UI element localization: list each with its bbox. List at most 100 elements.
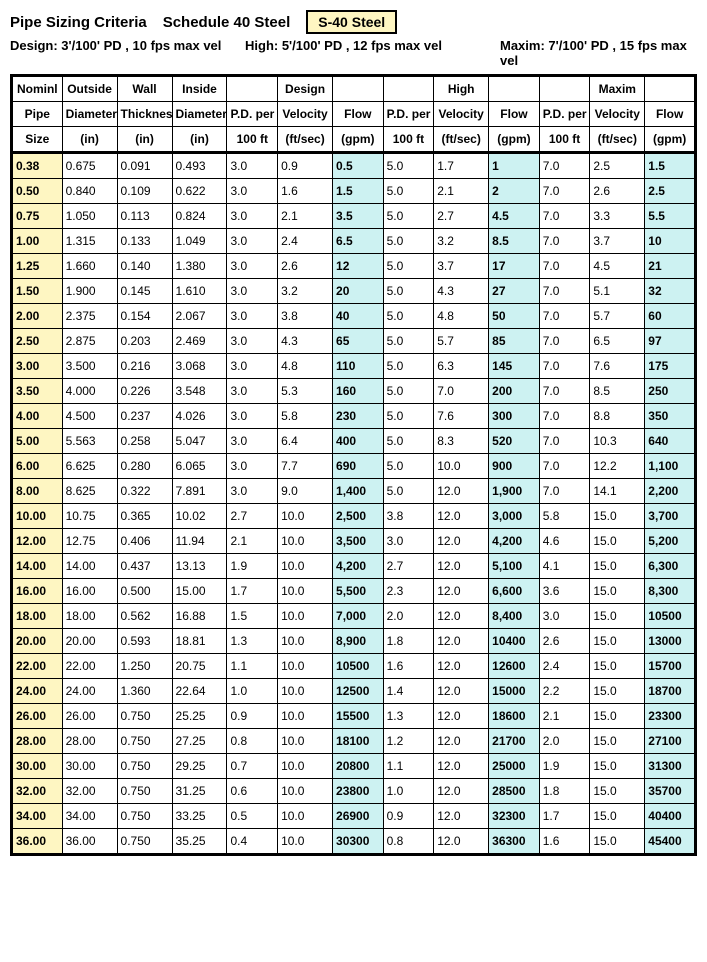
cell: 5.8 [278,404,333,429]
cell: 8.3 [434,429,489,454]
cell: 0.38 [12,153,63,179]
cell: 6,600 [489,579,540,604]
table-row: 10.0010.750.36510.022.710.02,5003.812.03… [12,504,696,529]
cell: 12.0 [434,704,489,729]
cell: 7.891 [172,479,227,504]
cell: 36.00 [62,829,117,855]
cell: 10.0 [278,729,333,754]
cell: 12.0 [434,779,489,804]
cell: 0.5 [333,153,384,179]
cell: 12.0 [434,629,489,654]
cell: 2.1 [434,179,489,204]
cell: 7.0 [539,454,590,479]
cell: 3.0 [227,479,278,504]
cell: 27.25 [172,729,227,754]
cell: 2.1 [278,204,333,229]
cell: 6.00 [12,454,63,479]
cell: 0.562 [117,604,172,629]
cell: 1.00 [12,229,63,254]
cell: 0.154 [117,304,172,329]
cell: 4.00 [12,404,63,429]
cell: 3.50 [12,379,63,404]
cell: 2.0 [383,604,434,629]
cell: 40400 [645,804,696,829]
cell: 1,100 [645,454,696,479]
cell: 32.00 [62,779,117,804]
th: Maxim [590,76,645,102]
head-row-2: PipeDiameterThicknessDiameterP.D. perVel… [12,102,696,127]
cell: 200 [489,379,540,404]
cell: 4,200 [333,554,384,579]
cell: 4.3 [278,329,333,354]
cell: 1.900 [62,279,117,304]
cell: 10.0 [278,554,333,579]
page-title: Pipe Sizing Criteria [10,14,147,31]
cell: 12.75 [62,529,117,554]
cell: 0.091 [117,153,172,179]
cell: 2.6 [278,254,333,279]
cell: 5.00 [12,429,63,454]
cell: 23300 [645,704,696,729]
cell: 7.0 [539,429,590,454]
schedule-label: Schedule 40 Steel [163,14,291,31]
cell: 15.00 [172,579,227,604]
cell: 25000 [489,754,540,779]
cell: 8.5 [590,379,645,404]
cell: 2.7 [383,554,434,579]
table-row: 5.005.5630.2585.0473.06.44005.08.35207.0… [12,429,696,454]
cell: 2.3 [383,579,434,604]
cell: 0.750 [117,729,172,754]
cell: 1.6 [383,654,434,679]
cell: 5.3 [278,379,333,404]
cell: 8.00 [12,479,63,504]
cell: 2.4 [539,654,590,679]
cell: 0.8 [383,829,434,855]
cell: 15.0 [590,554,645,579]
cell: 900 [489,454,540,479]
cell: 3.0 [227,454,278,479]
table-row: 24.0024.001.36022.641.010.0125001.412.01… [12,679,696,704]
cell: 4.500 [62,404,117,429]
cell: 10.0 [434,454,489,479]
cell: 3.0 [227,179,278,204]
cell: 20800 [333,754,384,779]
cell: 2.375 [62,304,117,329]
th: P.D. per [539,102,590,127]
cell: 18.00 [62,604,117,629]
cell: 2.6 [539,629,590,654]
cell: 15.0 [590,604,645,629]
cell: 25.25 [172,704,227,729]
cell: 4.5 [590,254,645,279]
cell: 1.8 [383,629,434,654]
cell: 1,400 [333,479,384,504]
cell: 2.0 [539,729,590,754]
cell: 640 [645,429,696,454]
cell: 1.7 [539,804,590,829]
cell: 2.1 [539,704,590,729]
table-row: 36.0036.000.75035.250.410.0303000.812.03… [12,829,696,855]
table-row: 18.0018.000.56216.881.510.07,0002.012.08… [12,604,696,629]
cell: 12.0 [434,729,489,754]
cell: 0.675 [62,153,117,179]
cell: 7.0 [539,479,590,504]
cell: 0.6 [227,779,278,804]
cell: 0.140 [117,254,172,279]
cell: 0.840 [62,179,117,204]
table-head: NominlOutsideWallInsideDesignHighMaxim P… [12,76,696,153]
cell: 0.203 [117,329,172,354]
cell: 300 [489,404,540,429]
cell: 520 [489,429,540,454]
cell: 50 [489,304,540,329]
cell: 1.1 [383,754,434,779]
th: P.D. per [383,102,434,127]
cell: 12.0 [434,679,489,704]
cell: 15.0 [590,529,645,554]
table-row: 0.751.0500.1130.8243.02.13.55.02.74.57.0… [12,204,696,229]
cell: 1.049 [172,229,227,254]
cell: 1.5 [333,179,384,204]
table-row: 1.251.6600.1401.3803.02.6125.03.7177.04.… [12,254,696,279]
table-row: 12.0012.750.40611.942.110.03,5003.012.04… [12,529,696,554]
cell: 1.50 [12,279,63,304]
cell: 3.0 [227,304,278,329]
cell: 3.0 [227,404,278,429]
